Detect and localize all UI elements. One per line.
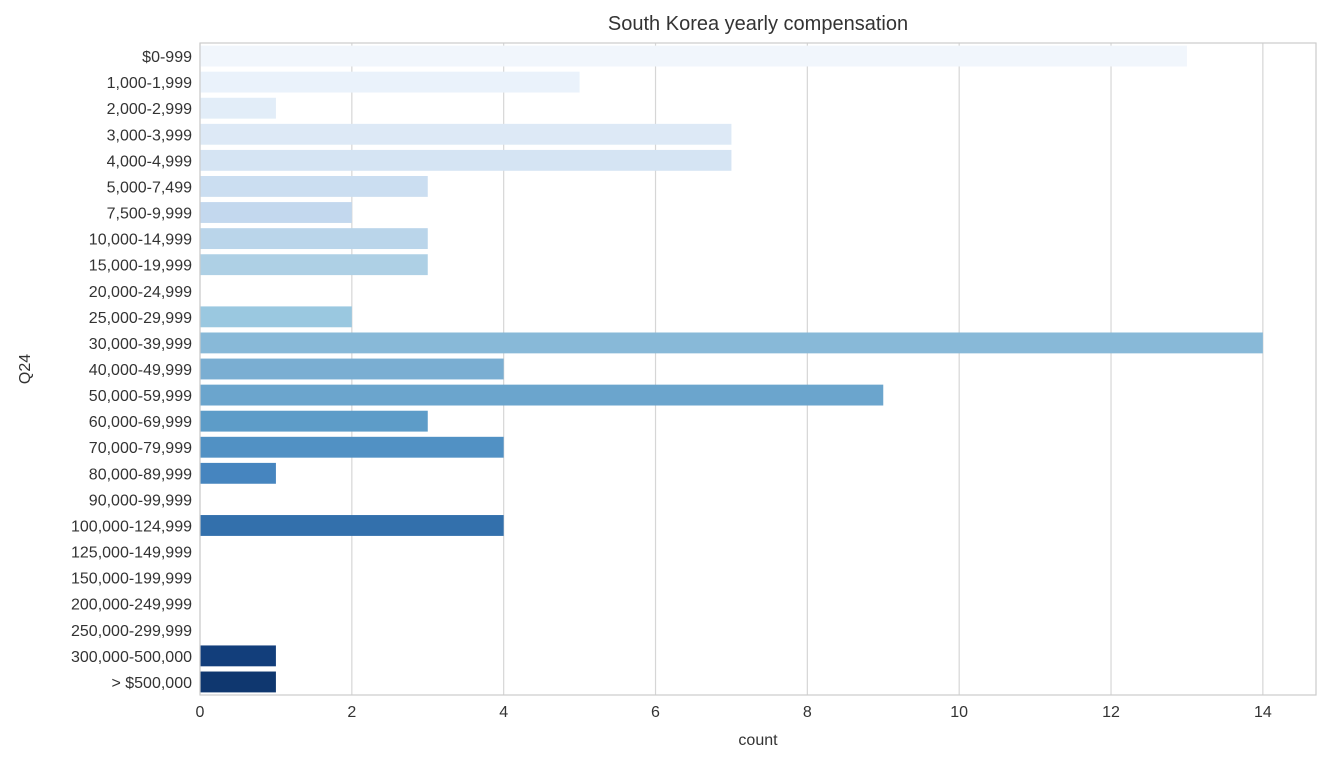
- y-tick-label: 40,000-49,999: [89, 362, 192, 379]
- x-tick-label: 2: [347, 704, 356, 721]
- y-tick-labels: $0-999 1,000-1,999 2,000-2,999 3,000-3,999 4…: [71, 49, 192, 692]
- bar: [200, 515, 504, 536]
- x-tick-label: 14: [1254, 704, 1272, 721]
- y-tick-label: 3,000-3,999: [107, 127, 193, 144]
- y-tick-label: 150,000-199,999: [71, 571, 192, 588]
- plot-frame: [199, 42, 1317, 696]
- y-tick-label: > $500,000: [111, 675, 192, 692]
- y-tick-label: 100,000-124,999: [71, 518, 192, 535]
- y-tick-label: 10,000-14,999: [89, 232, 192, 249]
- y-tick-label: 70,000-79,999: [89, 440, 192, 457]
- bar: [200, 97, 276, 119]
- y-tick-label: 5,000-7,499: [107, 179, 193, 196]
- bar: [200, 228, 428, 250]
- y-tick-label: 2,000-2,999: [107, 101, 193, 118]
- y-tick-label: 300,000-500,000: [71, 649, 192, 666]
- bar: [200, 176, 428, 197]
- x-tick-labels: 0 2 4 6 8 10 12 14: [196, 704, 1272, 721]
- x-tick-label: 0: [196, 704, 205, 721]
- bar: [200, 436, 504, 458]
- x-tick-label: 6: [651, 704, 660, 721]
- bar: [200, 332, 1263, 354]
- bar: [200, 123, 732, 145]
- y-tick-label: 50,000-59,999: [89, 388, 192, 405]
- x-tick-label: 12: [1102, 704, 1120, 721]
- bar: [200, 202, 352, 223]
- y-tick-label: 25,000-29,999: [89, 310, 192, 327]
- bar: [200, 671, 276, 693]
- y-tick-label: 200,000-249,999: [71, 597, 192, 614]
- bar: [200, 358, 504, 380]
- bar: [200, 645, 276, 667]
- y-tick-label: 4,000-4,999: [107, 153, 193, 170]
- bar: [200, 254, 428, 276]
- y-tick-label: 90,000-99,999: [89, 492, 192, 509]
- bars: [200, 45, 1263, 693]
- bar: [200, 71, 580, 93]
- chart-title: South Korea yearly compensation: [608, 13, 908, 35]
- bar: [200, 410, 428, 432]
- y-axis-label: Q24: [17, 354, 34, 384]
- y-tick-label: 20,000-24,999: [89, 284, 192, 301]
- y-tick-label: 7,500-9,999: [107, 206, 193, 223]
- bar: [200, 462, 276, 484]
- x-axis-label: count: [738, 732, 778, 749]
- x-tick-label: 8: [803, 704, 812, 721]
- y-tick-label: 80,000-89,999: [89, 466, 192, 483]
- y-tick-label: 125,000-149,999: [71, 545, 192, 562]
- y-tick-label: 30,000-39,999: [89, 336, 192, 353]
- y-tick-label: 250,000-299,999: [71, 623, 192, 640]
- bar: [200, 149, 732, 171]
- y-tick-label: 1,000-1,999: [107, 75, 193, 92]
- x-tick-label: 10: [950, 704, 968, 721]
- bar: [200, 306, 352, 328]
- y-tick-label: 60,000-69,999: [89, 414, 192, 431]
- x-tick-label: 4: [499, 704, 508, 721]
- bar: [200, 45, 1187, 67]
- bar: [200, 384, 884, 406]
- y-tick-label: $0-999: [142, 49, 192, 66]
- y-tick-label: 15,000-19,999: [89, 258, 192, 275]
